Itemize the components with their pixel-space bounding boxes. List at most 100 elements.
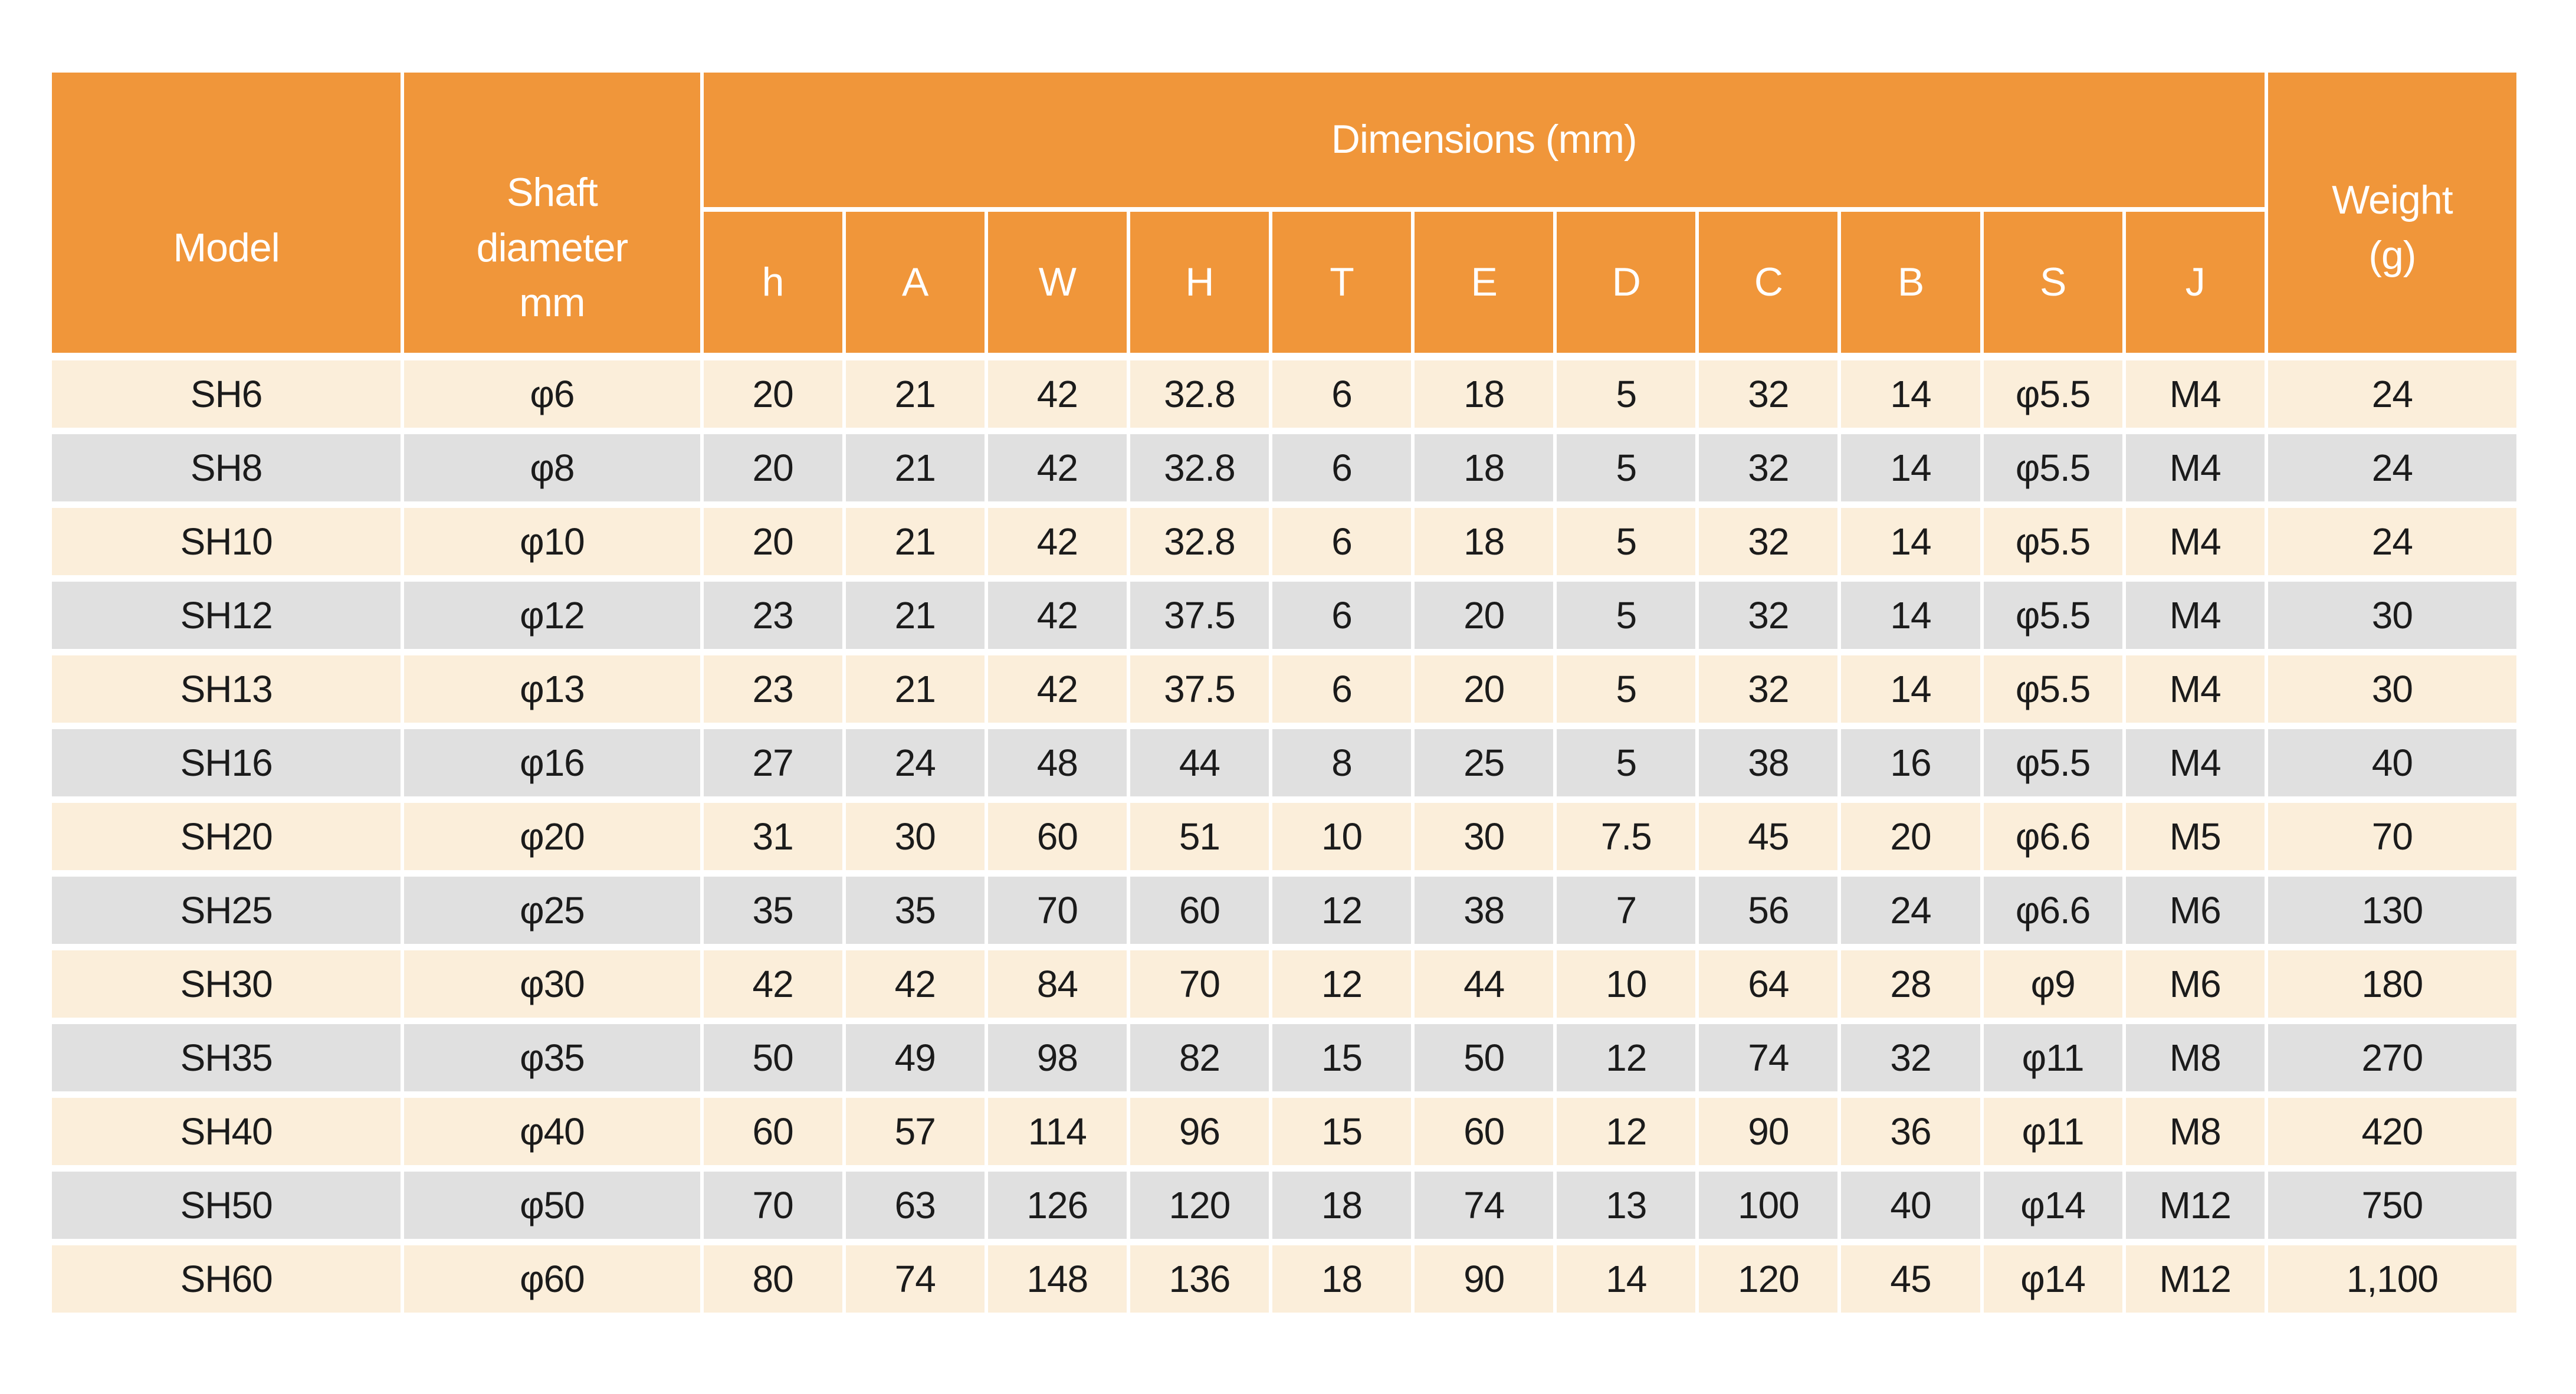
cell-dim-0: 20: [703, 508, 842, 575]
cell-model: SH30: [52, 950, 401, 1018]
cell-dim-1: 21: [845, 655, 985, 723]
cell-dim-7: 38: [1699, 729, 1838, 796]
cell-dim-1: 21: [845, 434, 985, 501]
table-row: SH35 φ35 50 49 98 82 15 50 12 74 32 φ11 M8 270: [52, 1024, 2516, 1091]
cell-dim-6: 12: [1557, 1024, 1696, 1091]
cell-dim-8: 14: [1841, 655, 1980, 723]
cell-dim-6: 5: [1557, 360, 1696, 428]
cell-dim-7: 32: [1699, 434, 1838, 501]
cell-dim-10: M4: [2125, 434, 2265, 501]
cell-dim-1: 21: [845, 582, 985, 649]
cell-dim-7: 32: [1699, 655, 1838, 723]
header-dim-col-h-lower: h: [703, 212, 842, 353]
header-dim-col-w: W: [987, 212, 1127, 353]
cell-dim-1: 63: [845, 1172, 985, 1239]
cell-dim-9: φ9: [1983, 950, 2122, 1018]
cell-dim-1: 21: [845, 508, 985, 575]
cell-dim-9: φ5.5: [1983, 508, 2122, 575]
cell-dim-0: 50: [703, 1024, 842, 1091]
cell-dim-7: 90: [1699, 1098, 1838, 1165]
cell-dim-0: 20: [703, 360, 842, 428]
cell-dim-3: 32.8: [1130, 508, 1269, 575]
cell-dim-9: φ5.5: [1983, 582, 2122, 649]
cell-dim-10: M4: [2125, 508, 2265, 575]
cell-dim-4: 12: [1272, 950, 1412, 1018]
cell-dim-3: 120: [1130, 1172, 1269, 1239]
cell-dim-8: 32: [1841, 1024, 1980, 1091]
cell-dim-2: 42: [987, 434, 1127, 501]
table-row: SH60 φ60 80 74 148 136 18 90 14 120 45 φ14 M12 1,100: [52, 1245, 2516, 1313]
cell-model: SH13: [52, 655, 401, 723]
cell-dim-5: 44: [1415, 950, 1554, 1018]
table-row: SH50 φ50 70 63 126 120 18 74 13 100 40 φ14 M12 750: [52, 1172, 2516, 1239]
cell-dim-10: M6: [2125, 950, 2265, 1018]
cell-dim-8: 36: [1841, 1098, 1980, 1165]
cell-weight: 24: [2267, 434, 2516, 501]
cell-dim-0: 70: [703, 1172, 842, 1239]
cell-model: SH50: [52, 1172, 401, 1239]
cell-dim-4: 6: [1272, 655, 1412, 723]
cell-dim-9: φ5.5: [1983, 655, 2122, 723]
cell-dim-3: 82: [1130, 1024, 1269, 1091]
cell-dim-2: 126: [987, 1172, 1127, 1239]
cell-dim-6: 5: [1557, 655, 1696, 723]
cell-weight: 24: [2267, 508, 2516, 575]
cell-dim-4: 6: [1272, 360, 1412, 428]
cell-dim-0: 31: [703, 803, 842, 870]
cell-dim-2: 60: [987, 803, 1127, 870]
cell-dim-3: 51: [1130, 803, 1269, 870]
cell-dim-2: 114: [987, 1098, 1127, 1165]
cell-weight: 180: [2267, 950, 2516, 1018]
cell-dim-1: 42: [845, 950, 985, 1018]
cell-dim-0: 23: [703, 655, 842, 723]
cell-model: SH8: [52, 434, 401, 501]
cell-dim-7: 45: [1699, 803, 1838, 870]
cell-dim-4: 12: [1272, 877, 1412, 944]
cell-dim-3: 60: [1130, 877, 1269, 944]
cell-dim-7: 120: [1699, 1245, 1838, 1313]
cell-weight: 40: [2267, 729, 2516, 796]
cell-dim-3: 32.8: [1130, 434, 1269, 501]
cell-dim-4: 6: [1272, 434, 1412, 501]
cell-dim-9: φ11: [1983, 1098, 2122, 1165]
cell-dim-5: 90: [1415, 1245, 1554, 1313]
cell-dim-4: 8: [1272, 729, 1412, 796]
cell-dim-4: 15: [1272, 1098, 1412, 1165]
cell-dim-1: 49: [845, 1024, 985, 1091]
cell-shaft-diameter: φ35: [404, 1024, 700, 1091]
cell-shaft-diameter: φ12: [404, 582, 700, 649]
cell-dim-7: 64: [1699, 950, 1838, 1018]
cell-dim-0: 42: [703, 950, 842, 1018]
cell-dim-9: φ14: [1983, 1172, 2122, 1239]
cell-dim-8: 14: [1841, 434, 1980, 501]
cell-dim-10: M6: [2125, 877, 2265, 944]
cell-dim-7: 100: [1699, 1172, 1838, 1239]
cell-dim-6: 13: [1557, 1172, 1696, 1239]
cell-dim-0: 23: [703, 582, 842, 649]
cell-dim-7: 56: [1699, 877, 1838, 944]
cell-dim-5: 30: [1415, 803, 1554, 870]
cell-dim-10: M4: [2125, 655, 2265, 723]
cell-dim-9: φ11: [1983, 1024, 2122, 1091]
cell-dim-1: 30: [845, 803, 985, 870]
cell-dim-0: 35: [703, 877, 842, 944]
cell-dim-7: 32: [1699, 360, 1838, 428]
cell-dim-9: φ6.6: [1983, 803, 2122, 870]
cell-weight: 70: [2267, 803, 2516, 870]
cell-dim-5: 25: [1415, 729, 1554, 796]
cell-weight: 30: [2267, 582, 2516, 649]
table-row: SH20 φ20 31 30 60 51 10 30 7.5 45 20 φ6.6 M5 70: [52, 803, 2516, 870]
cell-dim-4: 18: [1272, 1245, 1412, 1313]
cell-shaft-diameter: φ25: [404, 877, 700, 944]
cell-dim-6: 14: [1557, 1245, 1696, 1313]
table-row: SH25 φ25 35 35 70 60 12 38 7 56 24 φ6.6 M6 130: [52, 877, 2516, 944]
cell-dim-3: 37.5: [1130, 655, 1269, 723]
cell-model: SH10: [52, 508, 401, 575]
cell-dim-6: 12: [1557, 1098, 1696, 1165]
cell-dim-6: 10: [1557, 950, 1696, 1018]
cell-dim-2: 148: [987, 1245, 1127, 1313]
cell-weight: 30: [2267, 655, 2516, 723]
cell-model: SH20: [52, 803, 401, 870]
header-dim-col-d: D: [1557, 212, 1696, 353]
cell-shaft-diameter: φ50: [404, 1172, 700, 1239]
